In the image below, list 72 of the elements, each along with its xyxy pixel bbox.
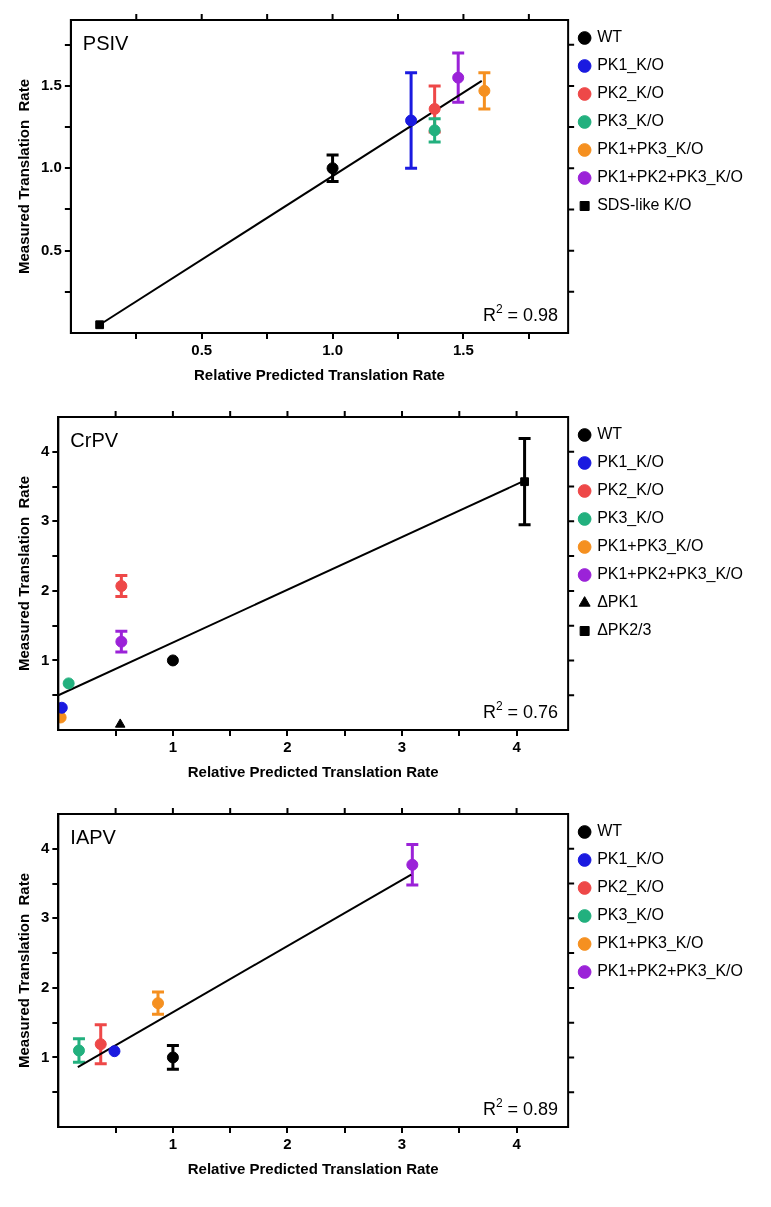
legend-label: WT (597, 822, 623, 840)
legend-label: PK2_K/O (597, 481, 664, 500)
y-tick-label: 1 (41, 650, 50, 668)
point (428, 124, 441, 137)
y-tick-label: 4 (41, 838, 50, 856)
point (115, 635, 128, 648)
y-tick-label: 2 (41, 978, 50, 996)
x-tick-label: 1 (168, 738, 178, 756)
y-axis-title: Measured Translation Rate (15, 475, 33, 672)
legend-label: PK2_K/O (597, 878, 664, 897)
point (152, 997, 165, 1010)
point (326, 162, 339, 175)
legend-label: PK1+PK3_K/O (597, 934, 704, 953)
x-tick-label: 2 (283, 1135, 292, 1153)
legend-label: PK1+PK3_K/O (597, 537, 704, 556)
legend-label: WT (597, 425, 623, 443)
point (115, 580, 128, 593)
point (520, 477, 529, 487)
legend-label: PK3_K/O (597, 906, 664, 925)
text: IAPV (70, 826, 117, 848)
x-tick-label: 3 (397, 738, 407, 756)
y-tick-label: 1 (41, 1047, 50, 1065)
legend-label: PK1_K/O (597, 56, 664, 75)
x-tick-label: 1.5 (453, 341, 474, 359)
y-tick-label: 4 (41, 441, 50, 459)
legend-label: SDS-like K/O (597, 196, 692, 214)
legend-label: PK3_K/O (597, 509, 664, 528)
x-tick-label: 2 (283, 738, 292, 756)
point (406, 858, 419, 871)
x-tick-label: 3 (397, 1135, 407, 1153)
x-tick-label: 4 (512, 738, 522, 756)
point (166, 1051, 179, 1064)
x-tick-label: 1.0 (322, 341, 343, 359)
point (72, 1044, 85, 1057)
legend-label: PK3_K/O (597, 112, 664, 131)
legend-label: ΔPK1 (597, 593, 639, 611)
point (108, 1045, 121, 1058)
point (94, 1038, 107, 1051)
point (95, 320, 105, 330)
x-tick-label: 1 (168, 1135, 178, 1153)
x-axis-title: Relative Predicted Translation Rate (187, 1160, 439, 1178)
y-axis-title: Measured Translation Rate (15, 872, 33, 1069)
legend-label: PK1_K/O (597, 453, 664, 472)
y-tick-label: 2 (41, 581, 50, 599)
y-tick-label: 0.5 (40, 240, 62, 258)
x-tick-label: 0.5 (191, 341, 213, 359)
point (166, 654, 179, 667)
point (405, 114, 418, 127)
legend-label: ΔPK2/3 (597, 621, 652, 639)
legend-label: PK2_K/O (597, 84, 664, 103)
legend-label: PK1+PK2+PK3_K/O (597, 168, 743, 187)
legend-label: PK1+PK3_K/O (597, 140, 704, 159)
point (428, 102, 441, 115)
point (452, 71, 465, 84)
point (114, 718, 126, 728)
point (478, 84, 491, 97)
legend-label: PK1+PK2+PK3_K/O (597, 565, 743, 584)
legend-label: PK1_K/O (597, 850, 664, 869)
y-tick-label: 1.0 (40, 158, 62, 176)
legend-label: PK1+PK2+PK3_K/O (597, 962, 743, 981)
point (62, 677, 75, 690)
legend-label: WT (597, 28, 623, 46)
y-tick-label: 3 (41, 908, 50, 926)
point (58, 701, 68, 714)
x-tick-label: 4 (512, 1135, 522, 1153)
x-axis-title: Relative Predicted Translation Rate (194, 366, 445, 384)
x-axis-title: Relative Predicted Translation Rate (187, 763, 439, 781)
y-tick-label: 1.5 (40, 76, 62, 94)
text: CrPV (70, 429, 119, 451)
text: PSIV (82, 32, 130, 54)
y-axis-title: Measured Translation Rate (15, 78, 33, 275)
y-tick-label: 3 (41, 511, 50, 529)
